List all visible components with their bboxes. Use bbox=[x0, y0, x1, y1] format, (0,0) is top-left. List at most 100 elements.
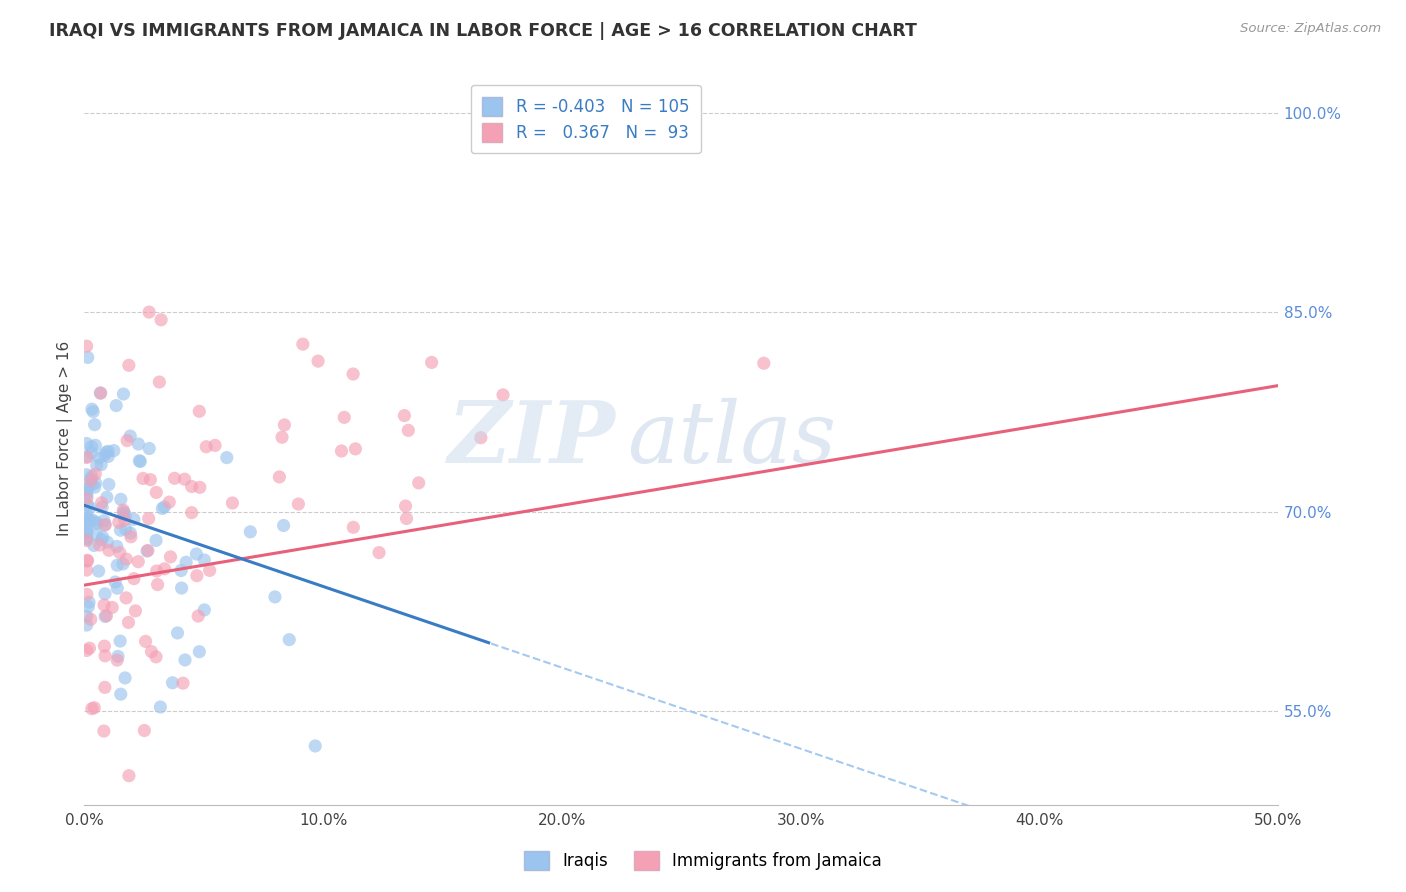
Point bbox=[76, 339, 98, 353]
Point bbox=[278, 632, 301, 647]
Point bbox=[91, 530, 114, 544]
Point bbox=[136, 544, 159, 558]
Text: atlas: atlas bbox=[627, 398, 837, 480]
Point bbox=[76, 532, 98, 546]
Point bbox=[752, 356, 775, 370]
Point bbox=[188, 645, 211, 659]
Point bbox=[368, 546, 391, 560]
Point bbox=[84, 438, 107, 452]
Point bbox=[136, 543, 159, 558]
Point bbox=[90, 386, 112, 401]
Point bbox=[84, 515, 107, 529]
Point bbox=[80, 478, 103, 492]
Point bbox=[97, 444, 120, 458]
Point bbox=[187, 609, 209, 624]
Point bbox=[82, 513, 104, 527]
Point bbox=[114, 508, 136, 523]
Point bbox=[90, 533, 112, 547]
Point bbox=[420, 355, 443, 369]
Point bbox=[90, 496, 112, 510]
Point bbox=[83, 480, 105, 494]
Point bbox=[188, 404, 211, 418]
Point bbox=[76, 482, 98, 496]
Point bbox=[180, 506, 202, 520]
Point bbox=[117, 615, 139, 630]
Point bbox=[77, 599, 100, 614]
Point bbox=[103, 443, 125, 458]
Point bbox=[96, 608, 118, 623]
Point bbox=[80, 701, 103, 715]
Point bbox=[120, 429, 142, 443]
Point bbox=[193, 553, 215, 567]
Point bbox=[76, 643, 98, 657]
Point bbox=[174, 653, 197, 667]
Point bbox=[287, 497, 309, 511]
Y-axis label: In Labor Force | Age > 16: In Labor Force | Age > 16 bbox=[58, 341, 73, 536]
Point bbox=[76, 587, 98, 601]
Point bbox=[94, 587, 117, 601]
Point bbox=[166, 626, 188, 640]
Point bbox=[135, 634, 157, 648]
Point bbox=[79, 513, 101, 527]
Point bbox=[91, 500, 114, 515]
Point bbox=[150, 501, 173, 516]
Point bbox=[83, 700, 105, 714]
Point bbox=[186, 568, 208, 582]
Point bbox=[110, 687, 132, 701]
Point bbox=[76, 609, 98, 624]
Point bbox=[127, 437, 149, 451]
Point bbox=[149, 700, 172, 714]
Point bbox=[105, 399, 128, 413]
Point bbox=[105, 581, 128, 595]
Point bbox=[76, 525, 98, 540]
Point bbox=[107, 649, 129, 664]
Point bbox=[94, 681, 117, 695]
Point bbox=[77, 480, 100, 494]
Point bbox=[93, 598, 115, 612]
Point bbox=[76, 436, 98, 450]
Point bbox=[394, 409, 416, 423]
Point bbox=[162, 675, 184, 690]
Point bbox=[193, 603, 215, 617]
Point bbox=[408, 475, 430, 490]
Point bbox=[198, 563, 221, 577]
Point bbox=[139, 473, 162, 487]
Point bbox=[180, 479, 202, 493]
Point bbox=[107, 516, 129, 530]
Point bbox=[93, 448, 115, 462]
Point bbox=[87, 564, 110, 578]
Point bbox=[83, 417, 105, 432]
Point bbox=[79, 641, 101, 656]
Point bbox=[76, 553, 98, 567]
Point bbox=[157, 495, 180, 509]
Point bbox=[215, 450, 238, 465]
Point bbox=[492, 388, 515, 402]
Point bbox=[77, 595, 100, 609]
Point bbox=[307, 354, 329, 368]
Point bbox=[146, 577, 169, 591]
Point bbox=[86, 516, 108, 531]
Point bbox=[170, 564, 193, 578]
Point bbox=[80, 402, 103, 417]
Point bbox=[173, 472, 195, 486]
Point bbox=[115, 591, 138, 605]
Point bbox=[76, 511, 98, 525]
Point bbox=[145, 649, 167, 664]
Point bbox=[76, 563, 98, 577]
Point bbox=[80, 469, 103, 483]
Point bbox=[333, 410, 356, 425]
Point bbox=[112, 506, 135, 520]
Point bbox=[269, 470, 291, 484]
Point bbox=[118, 359, 141, 373]
Point bbox=[342, 520, 364, 534]
Point bbox=[83, 539, 105, 553]
Point bbox=[122, 572, 145, 586]
Point bbox=[138, 511, 160, 525]
Point bbox=[145, 485, 167, 500]
Point bbox=[76, 618, 98, 632]
Point bbox=[77, 516, 100, 530]
Point bbox=[111, 557, 134, 571]
Point bbox=[105, 540, 128, 554]
Point bbox=[114, 513, 136, 527]
Point bbox=[120, 530, 142, 544]
